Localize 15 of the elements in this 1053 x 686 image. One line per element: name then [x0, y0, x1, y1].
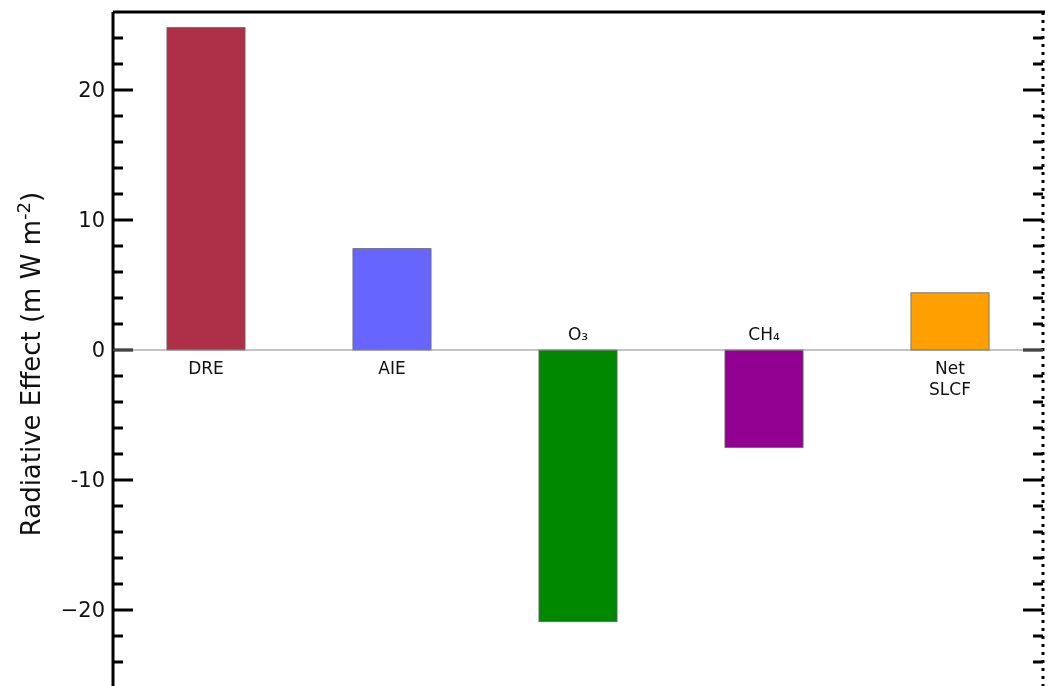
- y-tick-label: -10: [70, 468, 105, 493]
- x-tick-label: O₃: [567, 324, 589, 344]
- bar: [724, 349, 804, 448]
- x-tick-label: DRE: [188, 358, 224, 378]
- bar: [538, 349, 618, 623]
- y-tick-label: −20: [60, 598, 105, 623]
- y-tick-label: 10: [78, 208, 105, 233]
- x-tick-label: Net SLCF: [929, 358, 971, 399]
- y-tick-label: 20: [78, 78, 105, 103]
- x-tick-label: CH₄: [748, 324, 780, 344]
- bar: [910, 292, 990, 351]
- x-tick-label: AIE: [378, 358, 406, 378]
- bar: [352, 248, 432, 351]
- bar: [166, 27, 246, 351]
- y-tick-label: 0: [91, 338, 105, 363]
